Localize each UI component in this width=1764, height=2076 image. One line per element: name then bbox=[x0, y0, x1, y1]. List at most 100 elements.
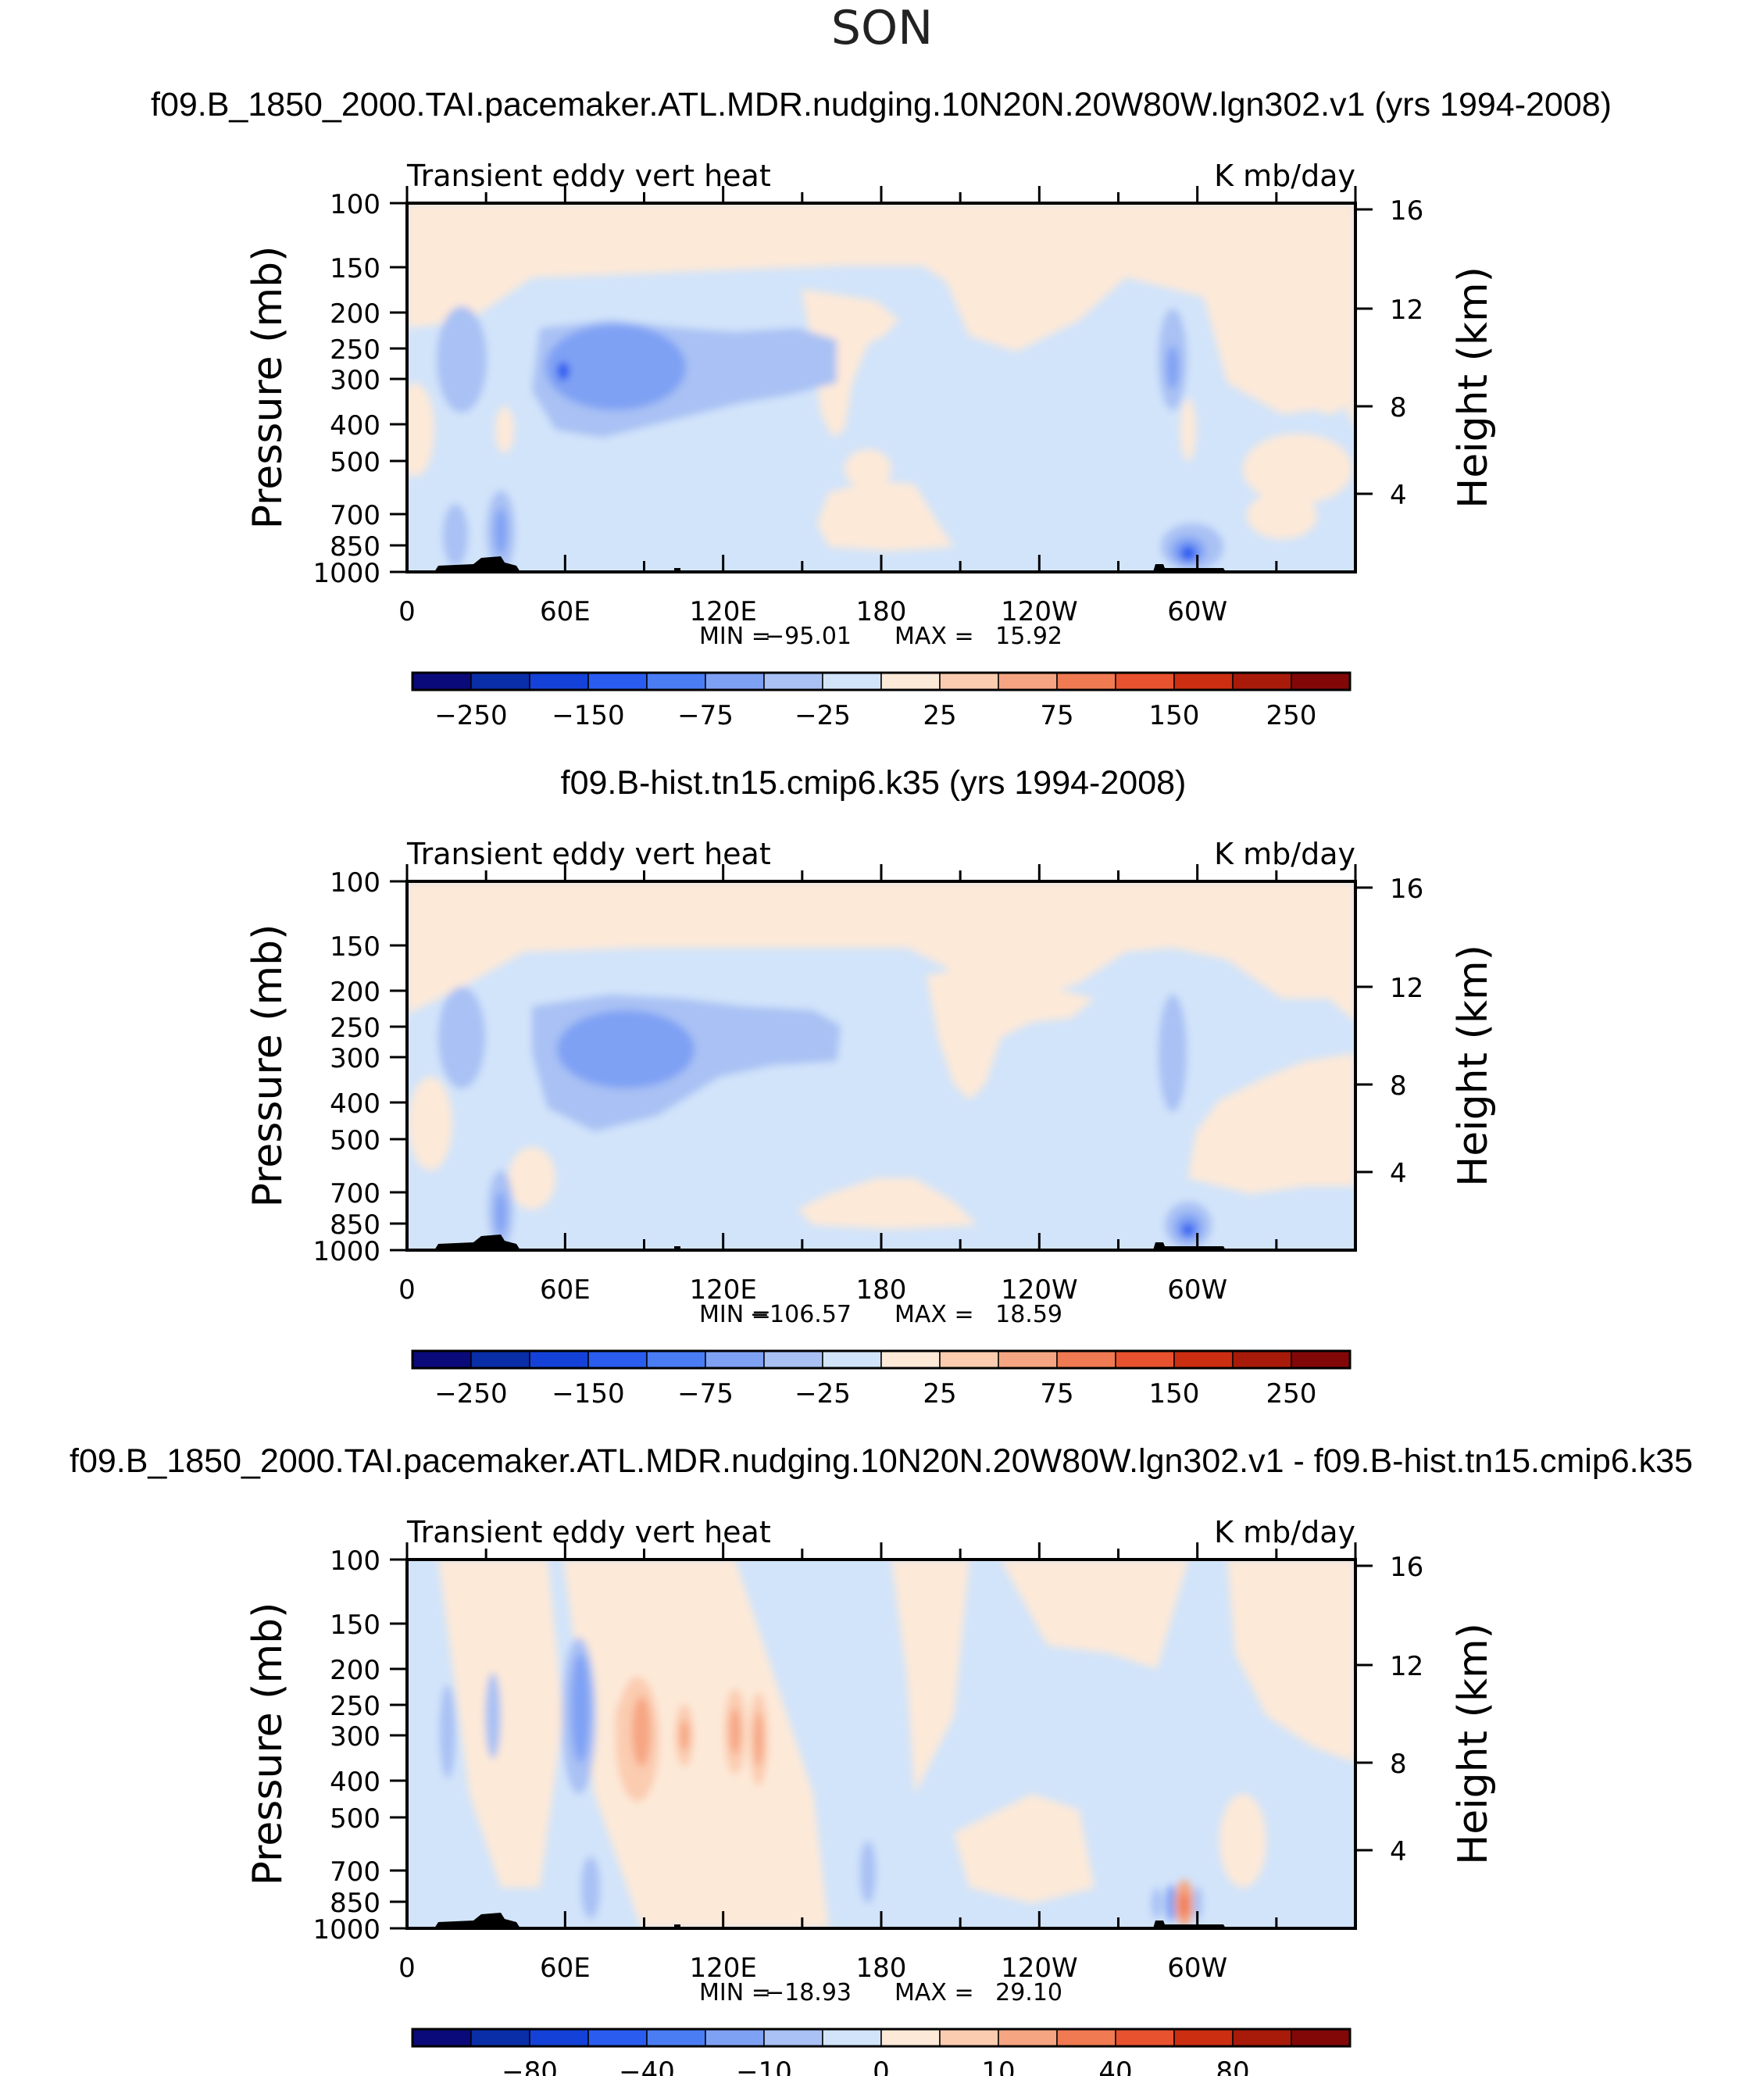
colorbar-swatch bbox=[470, 1350, 530, 1369]
colorbar-swatch bbox=[1173, 672, 1234, 691]
colorbar-swatch bbox=[470, 672, 530, 691]
x-tick-label: 120W bbox=[1001, 596, 1078, 627]
contour-region-5 bbox=[409, 1077, 452, 1170]
y2-axis-label: Height (km) bbox=[1450, 266, 1497, 509]
x-tick-label: 0 bbox=[398, 1953, 416, 1984]
colorbar-swatch bbox=[1232, 672, 1292, 691]
y2-axis-label: Height (km) bbox=[1450, 1623, 1497, 1865]
contour-region-10 bbox=[1159, 995, 1187, 1112]
contour-region-12 bbox=[495, 1192, 506, 1235]
colorbar-swatch bbox=[1056, 1350, 1116, 1369]
units-label: K mb/day bbox=[1214, 1515, 1355, 1549]
colorbar-label: −150 bbox=[552, 1378, 624, 1410]
max-label: MAX = bbox=[894, 1979, 974, 2006]
colorbar-swatch bbox=[646, 672, 706, 691]
units-label: K mb/day bbox=[1214, 159, 1355, 193]
y-axis-label: Pressure (mb) bbox=[245, 1603, 291, 1886]
colorbar-swatch bbox=[646, 1350, 706, 1369]
panel-title: f09.B-hist.tn15.cmip6.k35 (yrs 1994-2008… bbox=[561, 764, 1187, 802]
colorbar-swatch bbox=[1232, 2028, 1292, 2047]
y-tick-label: 250 bbox=[330, 334, 380, 366]
colorbar-swatch bbox=[998, 2028, 1058, 2047]
colorbar: −80 −40 −10 0 10 40 80 bbox=[411, 2028, 1352, 2076]
colorbar-label: −250 bbox=[434, 700, 507, 731]
colorbar-swatch bbox=[705, 672, 765, 691]
colorbar-swatch bbox=[1291, 1350, 1351, 1369]
panel-title: f09.B_1850_2000.TAI.pacemaker.ATL.MDR.nu… bbox=[70, 1442, 1693, 1480]
contour-region-14 bbox=[557, 362, 570, 381]
contour-region-5 bbox=[1309, 367, 1348, 414]
colorbar-swatch bbox=[822, 2028, 882, 2047]
colorbar-swatch bbox=[1291, 2028, 1351, 2047]
contour-region-6 bbox=[509, 1147, 555, 1210]
contour-region-15 bbox=[1182, 1224, 1194, 1236]
y-tick-label: 700 bbox=[330, 1856, 380, 1888]
contour-region-8 bbox=[1180, 398, 1196, 461]
y-tick-label: 300 bbox=[330, 365, 380, 396]
y2-tick-label: 12 bbox=[1390, 295, 1423, 326]
field-label: Transient eddy vert heat bbox=[406, 837, 771, 871]
y-tick-label: 1000 bbox=[312, 1914, 380, 1946]
y-tick-label: 400 bbox=[330, 1088, 380, 1120]
colorbar-swatch bbox=[587, 672, 648, 691]
y-tick-label: 400 bbox=[330, 1767, 380, 1798]
colorbar-label: 10 bbox=[981, 2056, 1015, 2076]
colorbar-swatch bbox=[939, 672, 999, 691]
colorbar-label: 250 bbox=[1266, 700, 1317, 731]
colorbar-swatch bbox=[529, 2028, 589, 2047]
contour-region-11 bbox=[437, 306, 487, 413]
y-tick-label: 100 bbox=[330, 189, 380, 220]
chart-panel-2: f09.B-hist.tn15.cmip6.k35 (yrs 1994-2008… bbox=[245, 764, 1497, 1410]
x-tick-label: 0 bbox=[398, 1274, 416, 1306]
y-tick-label: 500 bbox=[330, 1803, 380, 1835]
max-value: 18.59 bbox=[995, 1301, 1062, 1328]
colorbar: −250 −150 −75 −25 25 75 150 250 bbox=[411, 671, 1352, 731]
colorbar-swatch bbox=[822, 672, 882, 691]
colorbar-label: 80 bbox=[1216, 2056, 1249, 2076]
colorbar-swatch bbox=[880, 1350, 941, 1369]
colorbar-swatch bbox=[1173, 1350, 1234, 1369]
contour-region-6 bbox=[407, 383, 434, 477]
contour-region-4 bbox=[1243, 434, 1352, 504]
chart-panel-3: f09.B_1850_2000.TAI.pacemaker.ATL.MDR.nu… bbox=[70, 1442, 1693, 2076]
contour-region-19 bbox=[495, 508, 507, 555]
x-tick-label: 60E bbox=[540, 1953, 591, 1984]
contour-region-11 bbox=[485, 1673, 501, 1759]
colorbar-label: −150 bbox=[552, 700, 624, 731]
colorbar-swatch bbox=[1115, 2028, 1175, 2047]
y-tick-label: 1000 bbox=[312, 1236, 380, 1267]
colorbar-swatch bbox=[1291, 672, 1351, 691]
min-value: −95.01 bbox=[765, 623, 852, 650]
contour-region-9 bbox=[817, 481, 954, 551]
colorbar-label: 150 bbox=[1149, 1378, 1200, 1410]
contour-region-17 bbox=[632, 1696, 651, 1767]
y-tick-label: 850 bbox=[330, 1210, 380, 1241]
colorbar-swatch bbox=[822, 1350, 882, 1369]
colorbar-label: −25 bbox=[795, 1378, 851, 1410]
colorbar-swatch bbox=[412, 2028, 472, 2047]
y-tick-label: 850 bbox=[330, 531, 380, 563]
contour-region-9 bbox=[557, 1010, 695, 1088]
contour-field bbox=[407, 203, 1355, 572]
colorbar-label: −40 bbox=[619, 2056, 675, 2076]
colorbar-swatch bbox=[1056, 2028, 1116, 2047]
x-tick-label: 0 bbox=[398, 596, 416, 627]
contour-field bbox=[407, 881, 1355, 1250]
colorbar-label: 25 bbox=[923, 1378, 956, 1410]
colorbar-label: −75 bbox=[677, 1378, 734, 1410]
colorbar: −250 −150 −75 −25 25 75 150 250 bbox=[411, 1349, 1352, 1410]
colorbar-label: 25 bbox=[923, 700, 956, 731]
max-label: MAX = bbox=[894, 623, 974, 650]
colorbar-swatch bbox=[412, 1350, 472, 1369]
y-tick-label: 250 bbox=[330, 1691, 380, 1722]
contour-region-1 bbox=[407, 881, 1355, 1022]
y-axis-label: Pressure (mb) bbox=[245, 246, 291, 530]
y-tick-label: 150 bbox=[330, 253, 380, 284]
contour-region-5 bbox=[1227, 1560, 1355, 1763]
colorbar-frame bbox=[411, 671, 1352, 691]
units-label: K mb/day bbox=[1214, 837, 1355, 871]
field-label: Transient eddy vert heat bbox=[406, 159, 771, 193]
contour-region-2 bbox=[563, 1560, 829, 1928]
y-tick-label: 200 bbox=[330, 977, 380, 1008]
